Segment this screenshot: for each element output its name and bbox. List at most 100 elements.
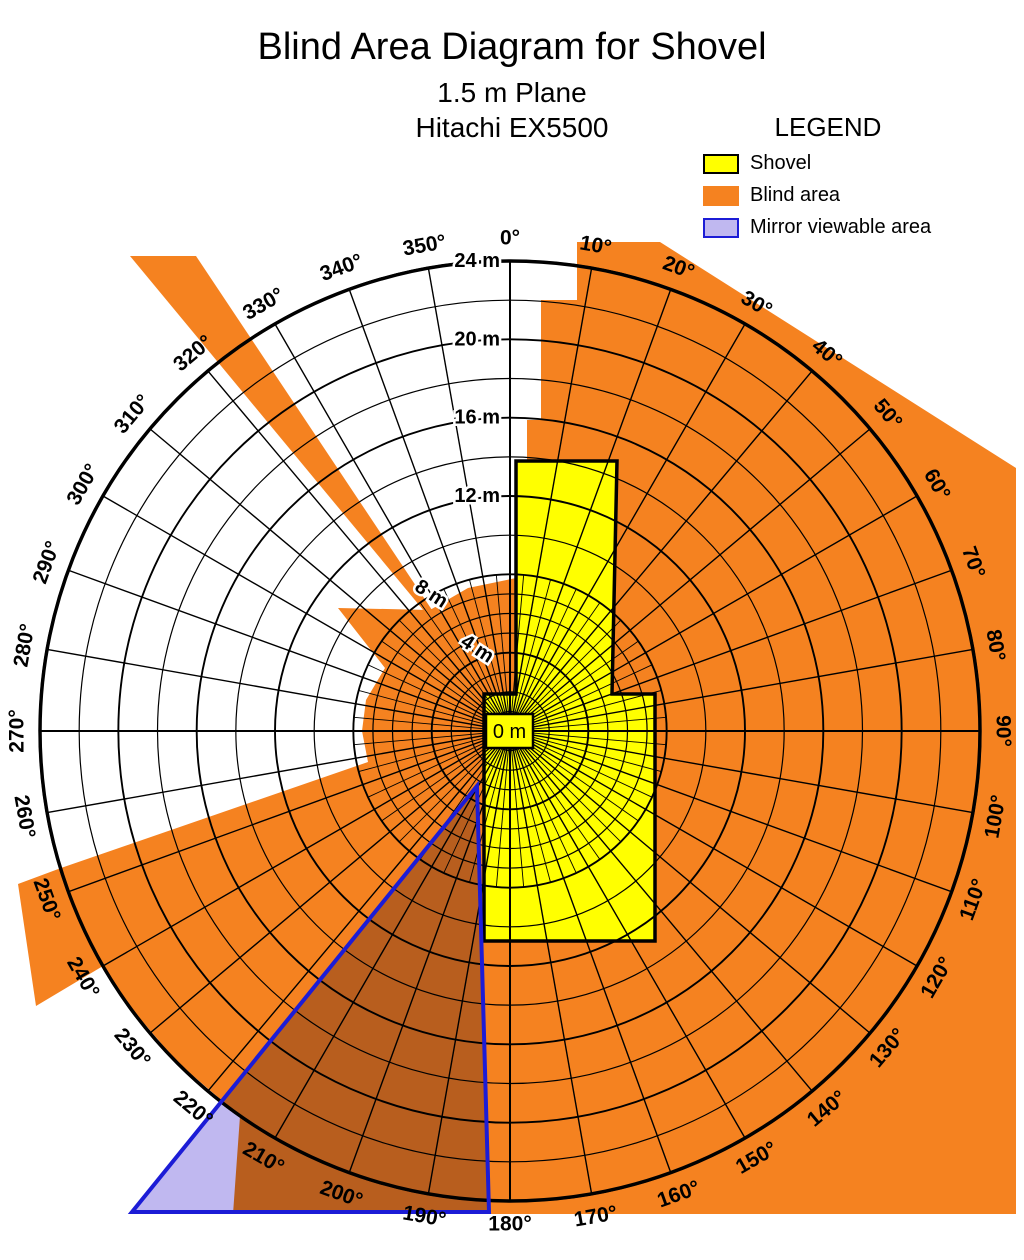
center-label-box xyxy=(484,712,535,750)
grid-spoke xyxy=(207,370,501,720)
shovel-shape xyxy=(484,461,655,941)
grid-spoke xyxy=(523,736,653,798)
grid-spoke xyxy=(358,734,496,772)
grid-spoke xyxy=(102,495,498,725)
grid-spoke xyxy=(419,602,502,719)
angle-label: 80° xyxy=(981,628,1009,663)
machine-model: Hitachi EX5500 xyxy=(415,111,609,143)
grid-spoke xyxy=(68,569,497,727)
grid-spoke xyxy=(511,268,593,717)
grid-spoke xyxy=(514,289,672,718)
grid-ring xyxy=(470,691,550,771)
grid-spoke xyxy=(427,268,509,717)
plane-subtitle: 1.5 m Plane xyxy=(437,76,587,108)
legend-item-shovel: Shovel xyxy=(703,152,1003,175)
grid-spoke xyxy=(521,428,871,722)
angle-label: 180° xyxy=(488,1213,531,1236)
grid-spoke xyxy=(524,732,973,814)
grid-spoke xyxy=(515,588,577,718)
grid-ring xyxy=(117,338,903,1124)
grid-spoke xyxy=(519,370,813,720)
angle-label: 0° xyxy=(500,227,520,250)
grid-spoke xyxy=(47,732,496,814)
grid-ring xyxy=(430,651,590,811)
grid-spoke xyxy=(516,323,746,719)
radius-label: 12 m xyxy=(454,485,500,507)
blind-area-region xyxy=(130,256,460,652)
grid-spoke xyxy=(513,579,551,717)
header: Blind Area Diagram for Shovel 1.5 m Plan… xyxy=(0,26,1024,144)
grid-spoke xyxy=(521,740,871,1034)
grid-spoke xyxy=(515,744,577,874)
grid-spoke xyxy=(522,737,918,967)
radius-label: 20 m xyxy=(454,328,500,350)
shovel-outline xyxy=(482,459,657,943)
page-title: Blind Area Diagram for Shovel xyxy=(257,26,767,68)
grid-spoke xyxy=(469,745,507,883)
grid-spoke xyxy=(523,664,653,726)
radius-label: 24 m xyxy=(454,250,500,272)
grid-ring xyxy=(372,593,648,869)
legend-label-mirror-area: Mirror viewable area xyxy=(750,216,932,238)
grid-ring xyxy=(156,377,864,1085)
center-distance-label: 0 m xyxy=(493,721,526,743)
grid-spoke xyxy=(274,743,504,1139)
grid-ring xyxy=(411,632,609,830)
grid-spoke xyxy=(524,648,973,730)
grid-spoke xyxy=(427,745,509,1194)
grid-spoke xyxy=(518,602,601,719)
grid-ring xyxy=(450,671,570,791)
grid-spoke xyxy=(68,735,497,893)
grid-spoke xyxy=(149,428,499,722)
legend-label-shovel: Shovel xyxy=(750,152,812,174)
grid-spoke xyxy=(102,737,498,967)
grid-spoke xyxy=(524,734,662,772)
grid-spoke xyxy=(149,740,499,1034)
legend-item-blind-area: Blind area xyxy=(703,184,1003,207)
legend-title: LEGEND xyxy=(774,112,882,142)
grid-spoke xyxy=(367,664,497,726)
mirror-area-outline xyxy=(127,780,492,1214)
grid-spoke xyxy=(381,739,498,822)
radius-label: 16 m xyxy=(454,407,500,429)
grid-spoke xyxy=(367,736,497,798)
angle-label: 270° xyxy=(6,709,29,752)
grid-spoke xyxy=(514,744,672,1173)
grid-ring xyxy=(352,573,668,889)
shovel-swatch xyxy=(703,153,739,174)
grid-spoke xyxy=(522,739,639,822)
grid-spoke xyxy=(348,289,506,718)
angle-label: 90° xyxy=(992,715,1015,747)
grid-ring xyxy=(313,534,707,928)
grid-spoke xyxy=(519,742,813,1092)
legend-item-mirror-area: Mirror viewable area xyxy=(703,216,1003,239)
grid-spoke xyxy=(518,743,601,860)
grid-ring xyxy=(195,416,825,1046)
grid-spoke xyxy=(523,569,952,727)
legend: LEGEND Shovel Blind area Mirror viewable… xyxy=(703,112,1003,239)
grid-ring xyxy=(274,495,746,967)
grid-spoke xyxy=(522,640,639,723)
angle-label: 10° xyxy=(578,231,613,259)
grid-spoke xyxy=(443,588,505,718)
blind-area-swatch xyxy=(703,185,739,206)
grid-ring xyxy=(235,456,785,1006)
grid-spoke xyxy=(381,640,498,723)
grid-spoke xyxy=(358,690,496,728)
grid-ring xyxy=(391,612,629,850)
grid-spoke xyxy=(524,690,662,728)
grid-ring xyxy=(78,299,942,1163)
legend-label-blind-area: Blind area xyxy=(750,184,841,206)
grid-spoke xyxy=(513,745,551,883)
grid-spoke xyxy=(274,323,504,719)
grid-spoke xyxy=(522,495,918,725)
grid-spoke xyxy=(523,735,952,893)
grid-spoke xyxy=(207,742,501,1092)
grid-spoke xyxy=(47,648,496,730)
grid-ring xyxy=(38,259,982,1203)
grid-spoke xyxy=(511,745,593,1194)
mirror-area-swatch xyxy=(703,217,739,238)
grid-spoke xyxy=(443,744,505,874)
